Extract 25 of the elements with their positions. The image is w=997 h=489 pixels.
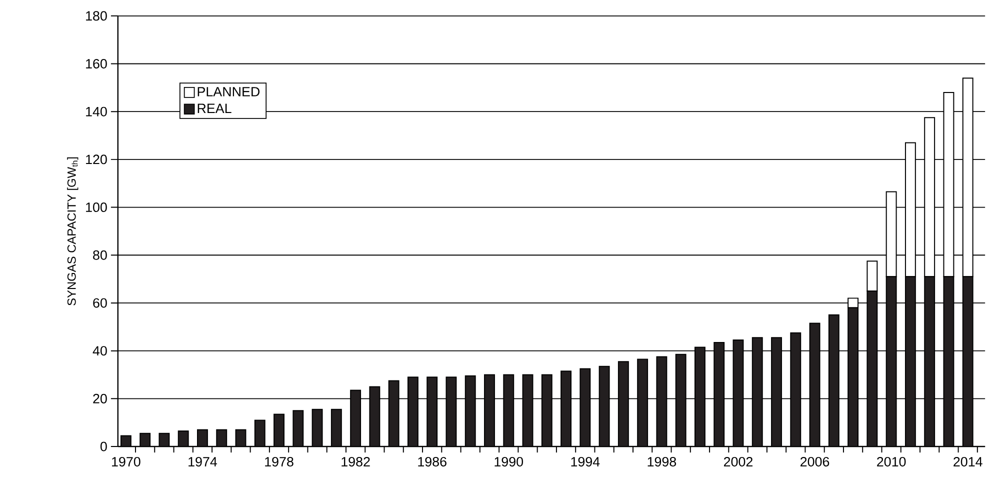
y-tick-label: 120: [86, 154, 107, 164]
x-tick-label: 1982: [342, 456, 370, 466]
legend-label: PLANNED: [198, 86, 260, 96]
y-tick-label: 100: [86, 202, 107, 212]
y-tick-label: 80: [93, 250, 107, 260]
x-tick-label: 1970: [112, 456, 140, 466]
y-tick-label: 180: [86, 11, 107, 21]
x-tick-label: 1978: [265, 456, 294, 466]
y-tick-label: 60: [93, 298, 107, 308]
x-tick-label: 2006: [800, 456, 830, 466]
y-tick-label: 20: [93, 394, 107, 404]
x-tick-label: 2002: [724, 456, 752, 466]
x-tick-label: 2010: [877, 456, 906, 466]
y-tick-label: 160: [86, 58, 107, 68]
x-tick-label: 1994: [571, 456, 600, 466]
y-tick-label: 140: [86, 106, 107, 116]
x-tick-label: 2014: [954, 456, 982, 466]
legend-label: REAL: [198, 104, 232, 113]
x-tick-label: 1998: [648, 456, 676, 466]
x-tick-label: 1986: [418, 456, 446, 466]
y-tick-label: 0: [100, 442, 107, 452]
y-axis-title: SYNGAS CAPACITY [GW$_{th}$]: [67, 157, 78, 306]
x-tick-label: 1974: [188, 456, 218, 466]
x-tick-label: 1990: [494, 456, 524, 466]
y-tick-label: 40: [92, 346, 107, 356]
